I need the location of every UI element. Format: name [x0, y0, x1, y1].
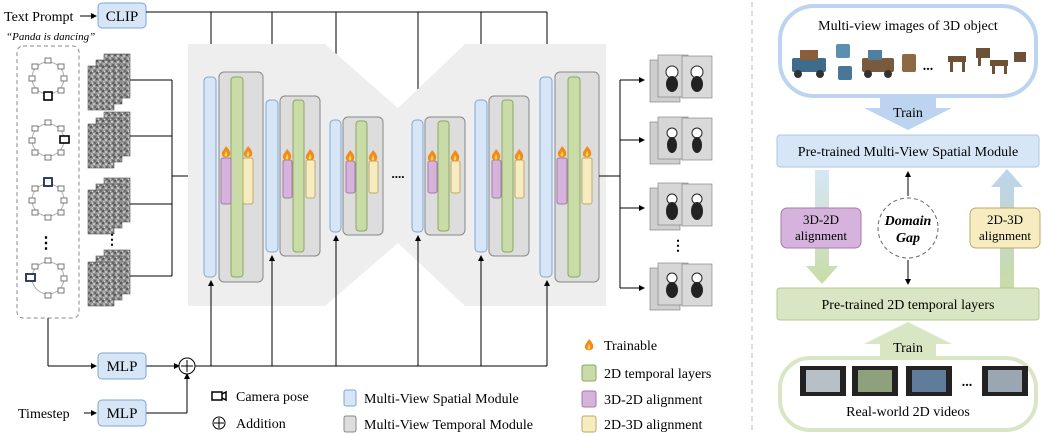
align-2d3d-5	[514, 159, 525, 199]
text-prompt-label: Text Prompt	[4, 10, 74, 25]
align-2d3d-4	[450, 160, 461, 194]
align-3d2d-1	[220, 157, 232, 205]
output-stack-1	[649, 54, 713, 103]
legend-trainable-label: Trainable	[604, 339, 657, 354]
align-2d3d-3	[368, 160, 379, 194]
align-2d3d-2	[305, 159, 316, 199]
legend-align-3d2d-label: 3D-2D alignment	[604, 393, 702, 408]
multiview-thumbnails	[792, 44, 1026, 80]
legend-align-3d2d: 3D-2D alignment	[581, 390, 702, 408]
train-arrow-top	[864, 96, 952, 130]
camera-rings	[25, 57, 70, 299]
output-vertical-ellipsis: ⋮	[671, 239, 685, 254]
legend-camera-pose: Camera pose	[211, 390, 309, 405]
noise-vertical-ellipsis: ⋮	[105, 233, 119, 248]
legend-spatial-label: Multi-View Spatial Module	[364, 392, 519, 407]
align-3d2d-4	[427, 160, 438, 194]
multiview-title: Multi-view images of 3D object	[818, 19, 998, 34]
legend-temporal-2d: 2D temporal layers	[581, 364, 711, 382]
spatial-module-2	[265, 99, 279, 253]
temporal-2d-layer-5	[501, 99, 514, 253]
multiview-ellipsis: ...	[923, 59, 934, 74]
noise-stack-4	[87, 249, 131, 307]
pretrained-temporal-label: Pre-trained 2D temporal layers	[822, 298, 995, 313]
pretrained-spatial-label: Pre-trained Multi-View Spatial Module	[798, 145, 1018, 160]
align-3d2d-box	[780, 207, 862, 249]
noise-stack-1	[87, 53, 131, 111]
camera-vertical-ellipsis: ⋮	[38, 235, 54, 252]
legend-align-2d3d-label: 2D-3D alignment	[604, 418, 702, 433]
align-2d3d-1	[242, 157, 254, 205]
temporal-2d-layer-2	[292, 99, 305, 253]
spatial-module-5	[474, 99, 488, 253]
output-lines	[599, 77, 645, 291]
legend-temporal-label: Multi-View Temporal Module	[364, 418, 533, 433]
align-2d3d-box	[969, 207, 1041, 249]
train-label-bottom: Train	[893, 341, 923, 356]
align-2d3d-line1: 2D-3D	[987, 212, 1023, 227]
pretrained-temporal-box	[776, 287, 1040, 321]
noise-stack-2	[87, 111, 131, 169]
clip-label: CLIP	[106, 9, 139, 25]
mlp-timestep-label: MLP	[107, 406, 138, 422]
temporal-2d-layer-4	[437, 120, 450, 232]
domain-gap-line2: Gap	[896, 231, 920, 246]
align-3d2d-3	[345, 160, 356, 194]
temporal-2d-layer-1	[230, 76, 244, 278]
align-3d2d-line1: 3D-2D	[803, 212, 839, 227]
train-label-top: Train	[893, 106, 923, 121]
pretrained-spatial-box	[776, 134, 1040, 168]
prompt-example: “Panda is dancing”	[6, 31, 95, 43]
domain-gap-circle	[877, 197, 939, 259]
mlp-camera-label: MLP	[107, 359, 138, 375]
mlp-camera-box	[97, 352, 147, 380]
output-stack-3	[649, 182, 713, 231]
train-arrow-bottom	[864, 322, 952, 358]
legend-spatial: Multi-View Spatial Module	[343, 389, 519, 407]
legend-addition: Addition	[212, 416, 286, 432]
video-ellipsis: ...	[962, 375, 973, 390]
domain-gap-line1: Domain	[884, 214, 932, 229]
output-stack-2	[649, 116, 713, 165]
real-videos-title: Real-world 2D videos	[846, 405, 970, 420]
align-3d2d-2	[282, 159, 293, 199]
align-3d2d-6	[556, 157, 568, 205]
video-filmstrips	[800, 366, 1028, 396]
spatial-module-1	[203, 76, 217, 278]
legend-trainable: Trainable	[584, 339, 657, 354]
align-2d3d-6	[581, 157, 593, 205]
spatial-module-3	[329, 119, 342, 233]
align-2d3d-line2: alignment	[979, 228, 1031, 243]
output-stack-4	[649, 262, 713, 311]
legend-align-2d3d: 2D-3D alignment	[581, 415, 702, 433]
spatial-module-6	[539, 76, 553, 278]
temporal-2d-layer-6	[567, 76, 581, 278]
noise-stack-3	[87, 177, 131, 235]
temporal-2d-layer-3	[355, 120, 368, 232]
legend-addition-label: Addition	[236, 417, 286, 432]
align-3d2d-line2: alignment	[795, 228, 847, 243]
mlp-timestep-box	[97, 399, 147, 427]
noise-merge-lines	[130, 79, 201, 277]
mlp-lines	[47, 235, 550, 416]
align-3d2d-5	[491, 159, 502, 199]
clip-box	[97, 2, 147, 29]
legend-camera-pose-label: Camera pose	[236, 390, 309, 405]
timestep-label: Timestep	[18, 407, 70, 422]
legend-temporal-2d-label: 2D temporal layers	[604, 367, 711, 382]
legend-temporal: Multi-View Temporal Module	[343, 415, 533, 433]
spatial-module-4	[411, 119, 424, 233]
middle-ellipsis: ....	[392, 166, 405, 181]
